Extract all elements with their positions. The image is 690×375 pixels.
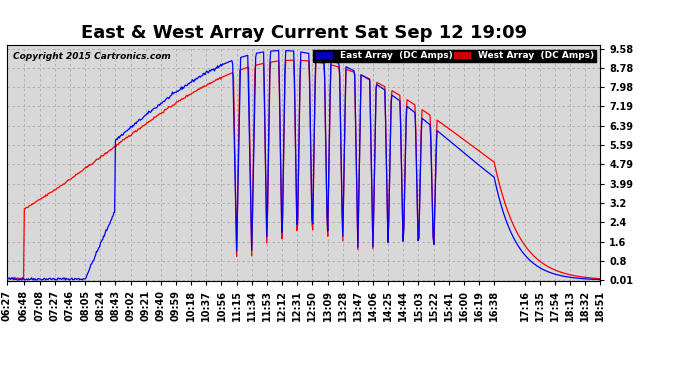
Title: East & West Array Current Sat Sep 12 19:09: East & West Array Current Sat Sep 12 19:… bbox=[81, 24, 526, 42]
Text: Copyright 2015 Cartronics.com: Copyright 2015 Cartronics.com bbox=[13, 52, 170, 61]
Legend: East Array  (DC Amps), West Array  (DC Amps): East Array (DC Amps), West Array (DC Amp… bbox=[313, 50, 595, 62]
